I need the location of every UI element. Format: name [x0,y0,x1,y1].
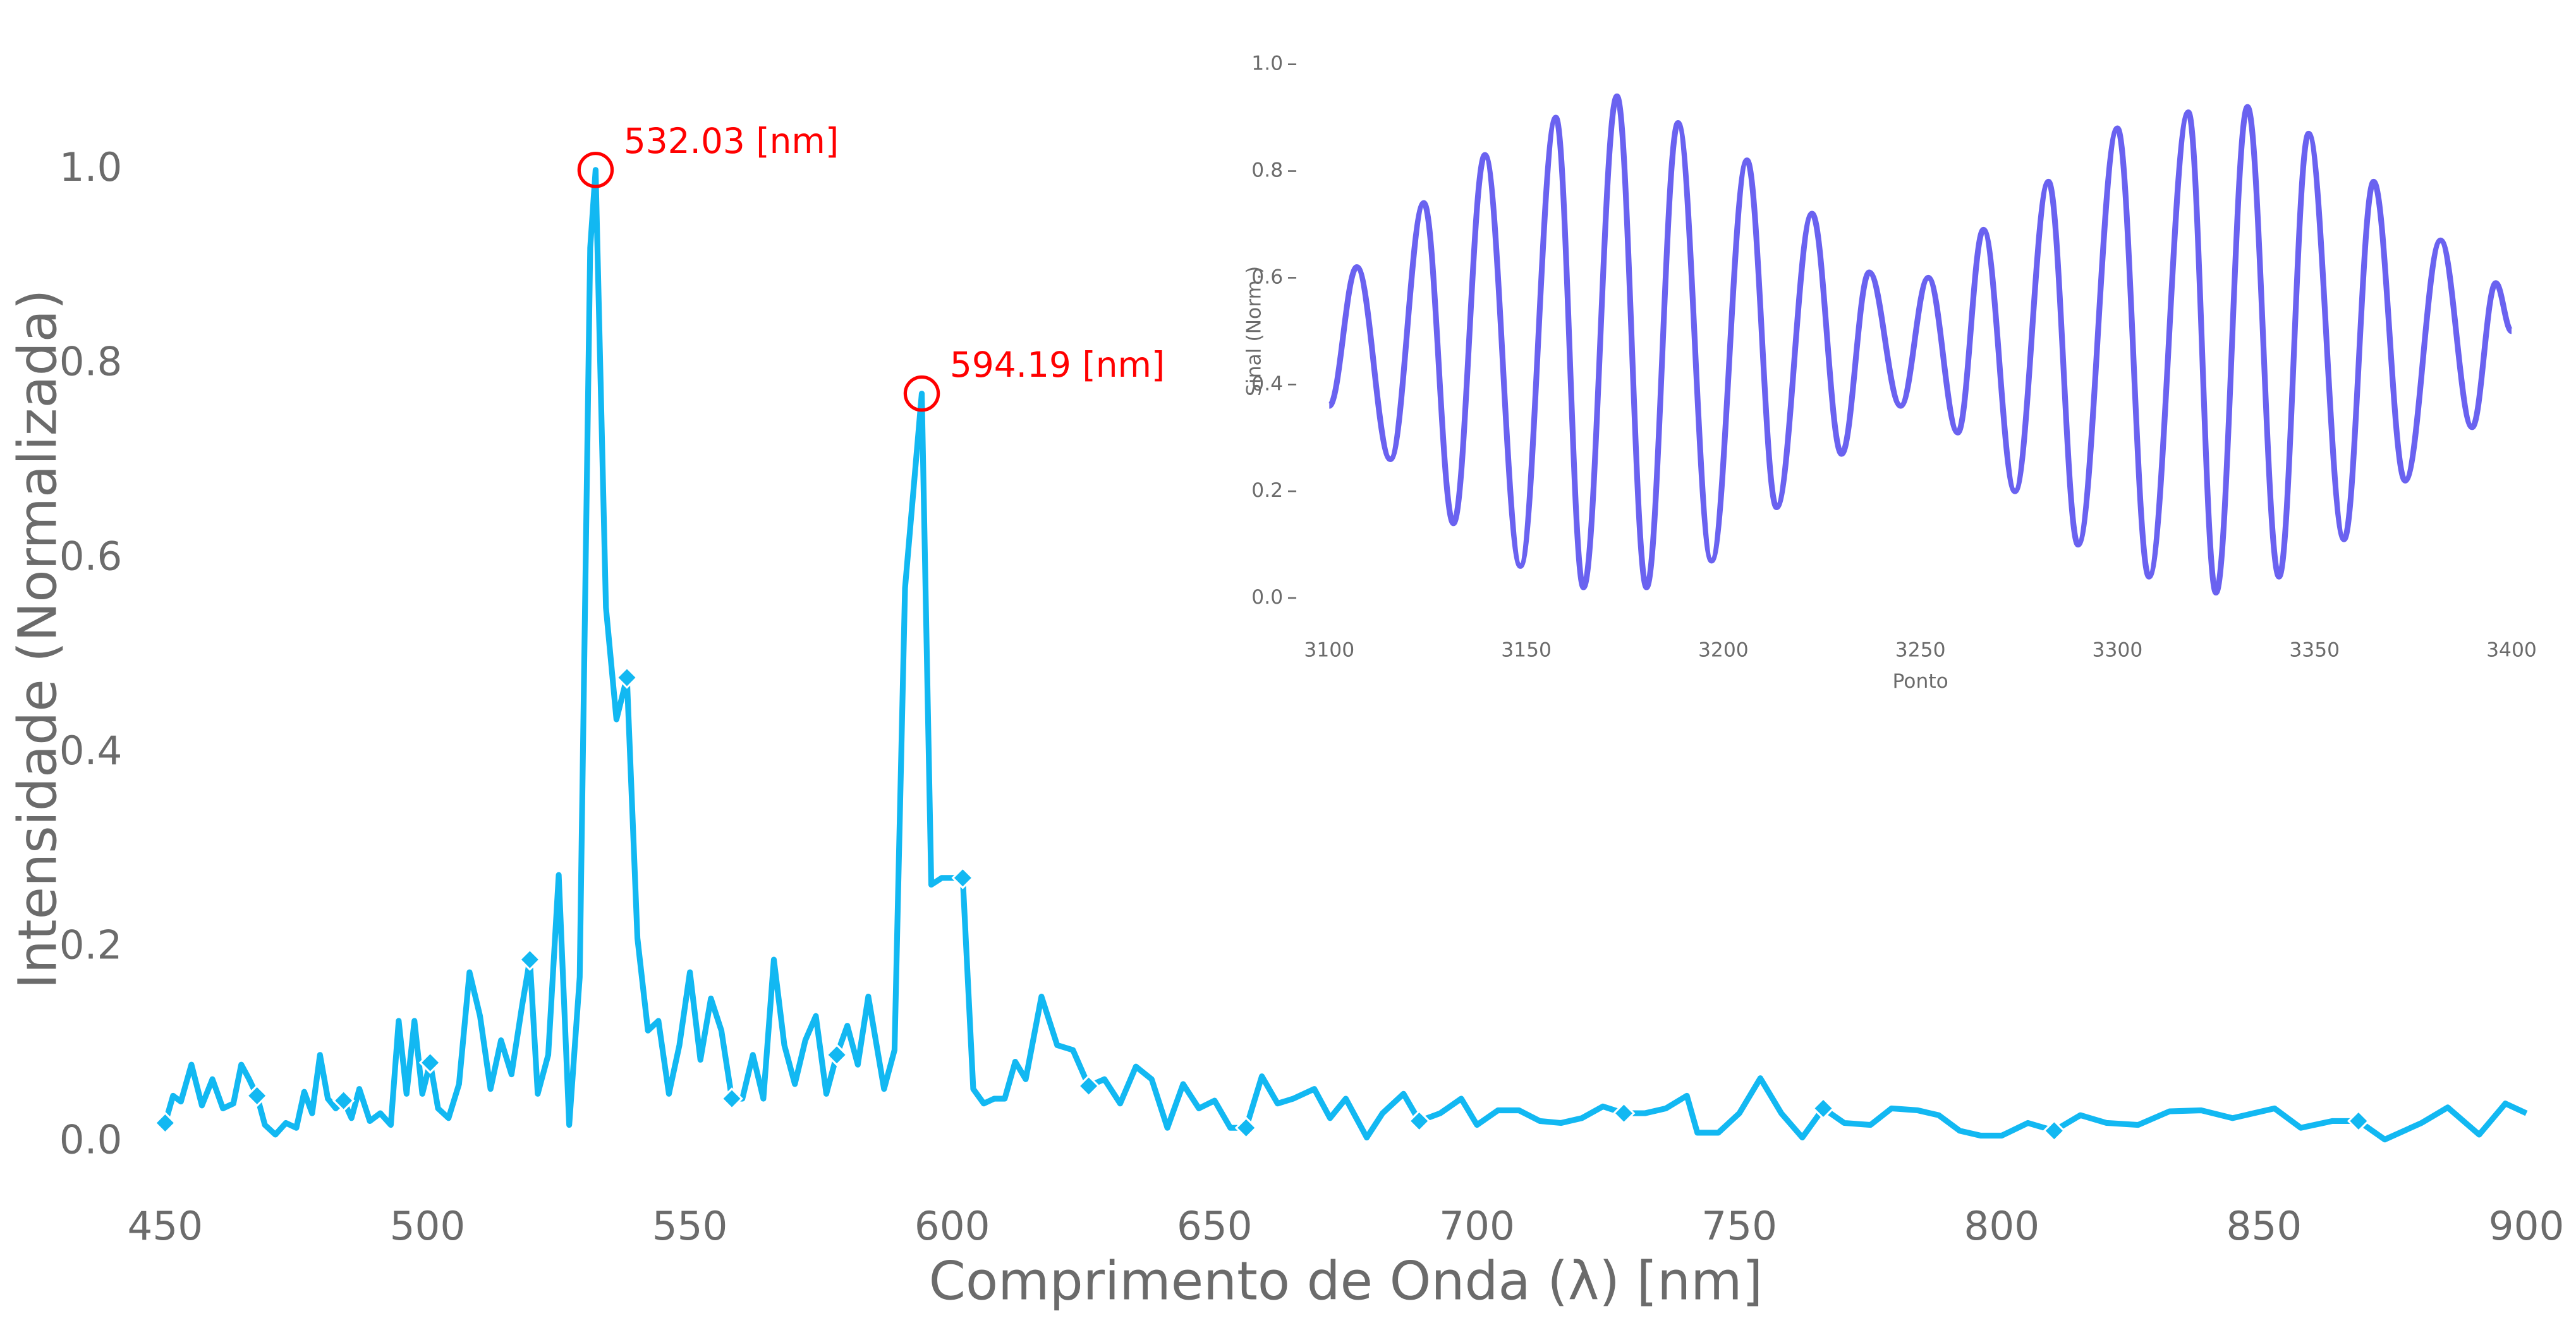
marker [518,948,542,971]
marker [825,1043,848,1066]
x-tick-label: 550 [652,1203,728,1249]
annotation-label: 532.03 [nm] [624,121,839,161]
y-tick-label: 0.8 [1251,159,1283,182]
marker [1812,1097,1835,1120]
y-tick-label: 0.4 [1251,372,1283,395]
y-tick-label: 0.6 [59,533,123,579]
x-tick-label: 450 [128,1203,204,1249]
x-tick-label: 3200 [1698,638,1749,661]
x-tick-label: 3100 [1304,638,1354,661]
marker [1407,1109,1431,1133]
marker [154,1111,177,1135]
x-tick-label: 650 [1177,1203,1253,1249]
y-tick-label: 0.0 [59,1116,123,1162]
x-tick-label: 3300 [2093,638,2143,661]
x-tick-label: 750 [1701,1203,1777,1249]
marker [332,1089,355,1113]
data-line [1326,93,2515,596]
marker [2347,1109,2370,1133]
x-tick-label: 800 [1964,1203,2039,1249]
marker [1077,1075,1100,1097]
y-tick-label: 0.8 [59,339,123,385]
marker [1612,1102,1636,1125]
marker [2043,1119,2066,1142]
y-tick-label: 1.0 [1251,52,1283,75]
annotation-label: 594.19 [nm] [950,345,1165,385]
y-axis-label: Sinal (Norm.) [1243,266,1266,396]
x-tick-label: 850 [2227,1203,2302,1249]
marker [245,1084,269,1107]
x-tick-label: 900 [2489,1203,2565,1249]
y-tick-label: 0.0 [1251,586,1283,609]
y-axis-label: Intensidade (Normalizada) [6,289,68,989]
x-axis-label: Comprimento de Onda (λ) [nm] [929,1250,1763,1312]
marker [1234,1116,1258,1140]
marker [720,1087,743,1110]
marker [616,666,638,689]
x-tick-label: 3150 [1501,638,1552,661]
y-tick-label: 0.4 [59,728,123,774]
annotation-circle [903,375,940,412]
y-tick-label: 0.2 [59,922,123,968]
annotation-circle [577,152,614,188]
x-tick-label: 3350 [2289,638,2340,661]
y-tick-label: 1.0 [59,144,123,190]
x-axis-label: Ponto [1893,670,1948,693]
x-tick-label: 700 [1439,1203,1515,1249]
marker [418,1051,442,1075]
x-tick-label: 500 [390,1203,466,1249]
y-tick-label: 0.6 [1251,265,1283,288]
marker [951,866,975,889]
x-tick-label: 3400 [2486,638,2537,661]
x-tick-label: 3250 [1895,638,1946,661]
x-tick-label: 600 [914,1203,990,1249]
y-tick-label: 0.2 [1251,479,1283,502]
